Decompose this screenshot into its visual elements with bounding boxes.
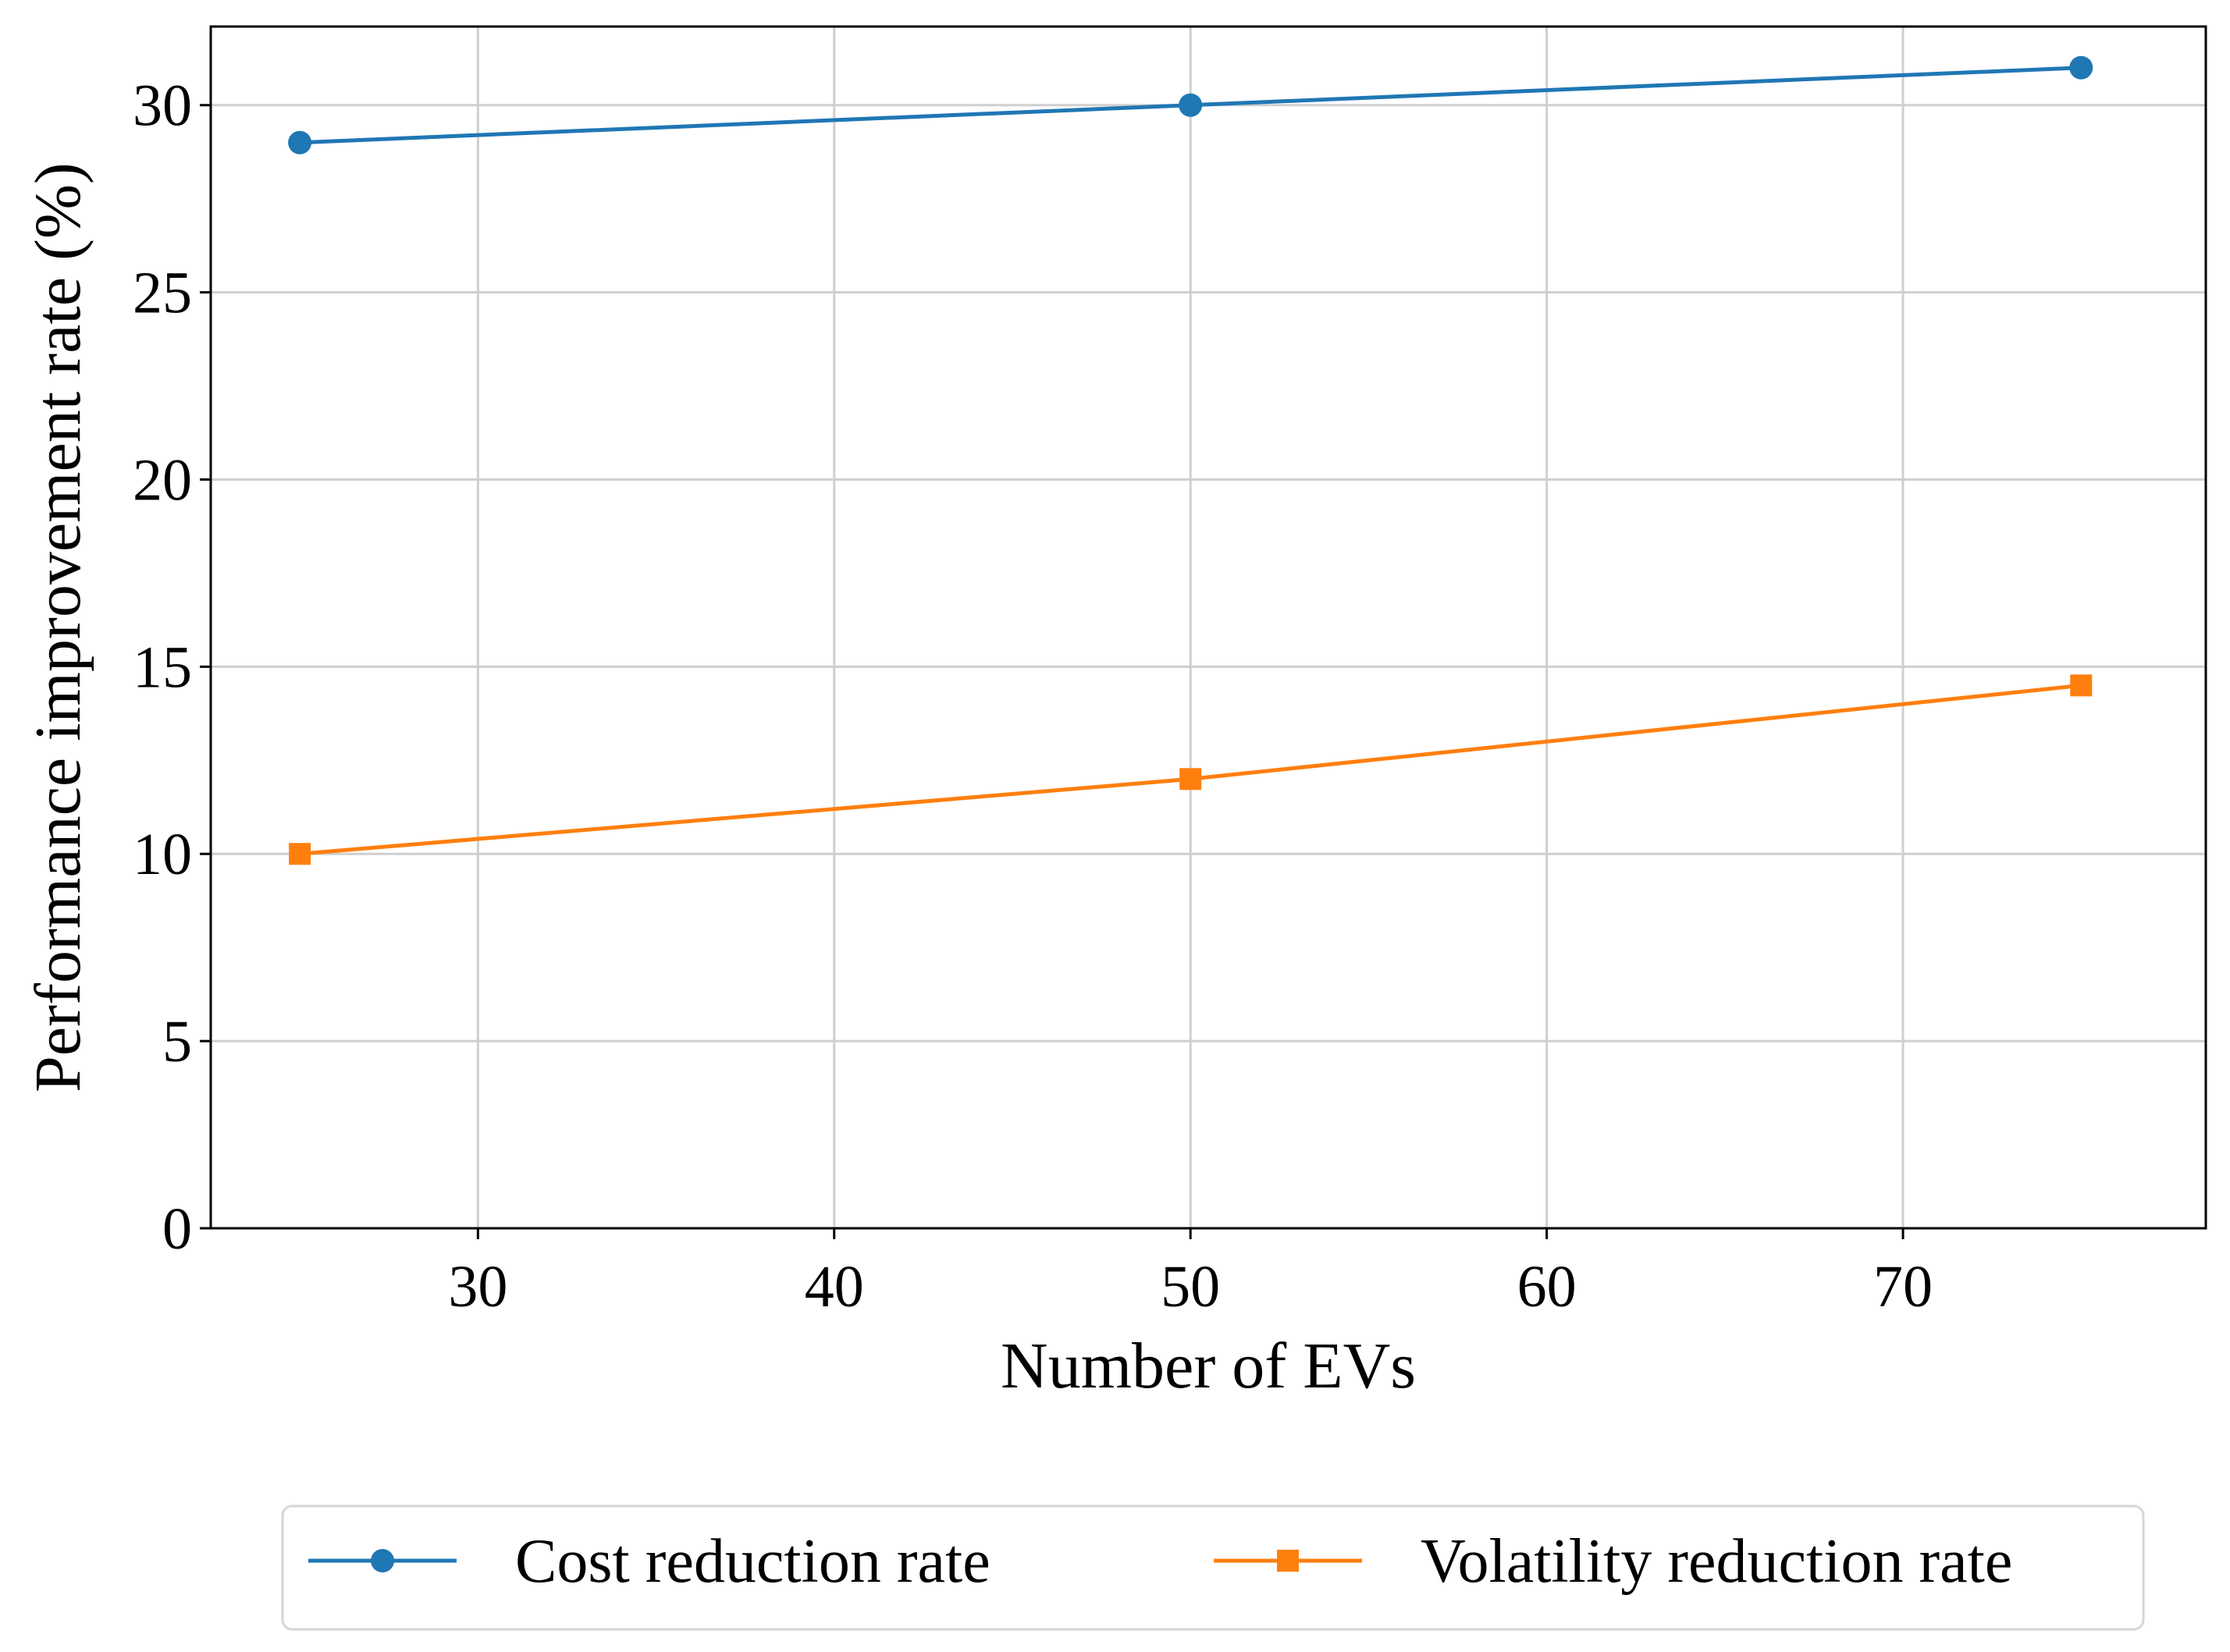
y-tick-label: 15 (133, 634, 192, 700)
x-tick-label: 40 (805, 1254, 864, 1320)
legend-swatch-volatility-marker (1277, 1550, 1299, 1572)
y-tick-label: 10 (133, 822, 192, 887)
plot-frame (209, 25, 2207, 1230)
legend-box (281, 1505, 2145, 1631)
grid-lines (211, 27, 2206, 1230)
x-tick-label: 50 (1161, 1254, 1220, 1320)
y-tick-label: 30 (133, 73, 192, 139)
x-tick-label: 30 (448, 1254, 507, 1320)
data-series (288, 55, 2093, 865)
x-tick-label: 60 (1517, 1254, 1577, 1320)
data-point-volatility-reduction-rate (289, 843, 311, 865)
data-point-volatility-reduction-rate (2070, 674, 2093, 697)
y-tick-label: 25 (133, 261, 192, 326)
x-tick-label: 70 (1873, 1254, 1933, 1320)
y-tick-label: 0 (162, 1196, 192, 1262)
x-axis-title: Number of EVs (1001, 1330, 1416, 1402)
data-point-cost-reduction-rate (2069, 55, 2093, 80)
legend-label-volatility: Volatility reduction rate (1421, 1527, 2012, 1596)
legend-label-cost: Cost reduction rate (515, 1527, 991, 1596)
y-axis-title: Performance improvement rate (%) (22, 162, 94, 1092)
data-point-volatility-reduction-rate (1179, 768, 1202, 790)
axis-ticks: 30 40 50 60 70 0 5 10 15 20 25 30 (133, 73, 1933, 1320)
y-tick-label: 5 (162, 1009, 192, 1075)
legend-swatch-cost-marker (371, 1549, 394, 1572)
y-tick-label: 20 (133, 447, 192, 513)
data-point-cost-reduction-rate (288, 130, 312, 155)
data-point-cost-reduction-rate (1179, 93, 1203, 117)
legend: Cost reduction rate Volatility reduction… (281, 1505, 2145, 1631)
